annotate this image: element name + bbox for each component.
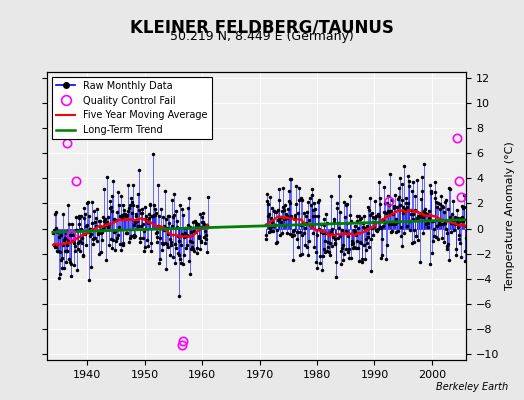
Text: KLEINER FELDBERG/TAUNUS: KLEINER FELDBERG/TAUNUS	[130, 18, 394, 36]
Y-axis label: Temperature Anomaly (°C): Temperature Anomaly (°C)	[505, 142, 515, 290]
Text: 50.219 N, 8.449 E (Germany): 50.219 N, 8.449 E (Germany)	[170, 30, 354, 43]
Legend: Raw Monthly Data, Quality Control Fail, Five Year Moving Average, Long-Term Tren: Raw Monthly Data, Quality Control Fail, …	[52, 77, 212, 139]
Text: Berkeley Earth: Berkeley Earth	[436, 382, 508, 392]
